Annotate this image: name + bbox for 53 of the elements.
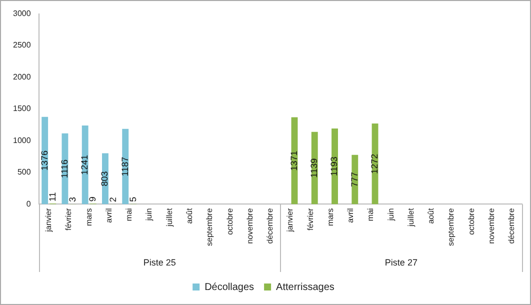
x-tick-label: juillet (406, 207, 416, 228)
x-tick-label: octobre (466, 208, 476, 235)
x-tick-label: février (64, 208, 74, 230)
data-label: 3 (68, 196, 78, 202)
y-tick-label: 3000 (13, 9, 32, 18)
legend-label: Décollages (204, 282, 254, 293)
y-tick-label: 2000 (13, 72, 32, 82)
x-tick-label: novembre (245, 208, 254, 244)
x-tick-label: juillet (164, 207, 174, 228)
data-label: 2 (108, 197, 118, 202)
y-tick-label: 500 (17, 168, 32, 177)
data-label: 5 (128, 196, 138, 202)
x-tick-label: juin (386, 208, 396, 222)
x-tick-label: septembre (446, 208, 456, 246)
x-tick-label: décembre (266, 208, 275, 244)
bar (82, 125, 88, 204)
x-tick-label: avril (346, 208, 356, 223)
x-tick-label: octobre (225, 208, 234, 235)
data-label: 1371 (288, 150, 299, 171)
y-tick-label: 0 (26, 199, 32, 208)
x-tick-label: mai (124, 208, 134, 222)
bar (352, 154, 358, 204)
data-label: 1241 (80, 154, 90, 175)
data-label: 1187 (120, 156, 130, 176)
y-tick-label: 1500 (13, 104, 32, 114)
data-label: 1139 (309, 158, 320, 178)
x-tick-label: mars (326, 208, 335, 226)
y-tick-label: 2500 (13, 40, 32, 50)
legend-label: Atterrissages (276, 282, 334, 293)
x-tick-label: mai (366, 208, 376, 222)
x-tick-label: janvier (44, 208, 54, 233)
x-tick-label: août (426, 207, 436, 224)
x-tick-label: août (185, 207, 194, 224)
x-tick-label: février (306, 208, 315, 230)
x-tick-label: mars (84, 208, 94, 226)
data-label: 11 (47, 192, 58, 202)
bar (42, 116, 48, 204)
data-label: 9 (88, 196, 98, 202)
text: Piste 27 (384, 257, 418, 268)
data-label: 1376 (39, 150, 50, 171)
y-tick-label: 1000 (13, 136, 32, 145)
x-tick-label: juin (144, 208, 154, 222)
x-tick-label: janvier (286, 208, 295, 233)
x-tick-label: septembre (205, 208, 214, 246)
data-label: 777 (349, 172, 360, 188)
x-tick-label: décembre (507, 208, 516, 244)
data-label: 803 (100, 171, 110, 186)
data-label: 1272 (370, 154, 380, 174)
x-tick-label: novembre (487, 208, 496, 244)
text: Piste 25 (143, 257, 176, 268)
data-label: 1193 (329, 156, 340, 176)
data-label: 1116 (59, 159, 70, 178)
x-tick-label: avril (104, 208, 114, 223)
